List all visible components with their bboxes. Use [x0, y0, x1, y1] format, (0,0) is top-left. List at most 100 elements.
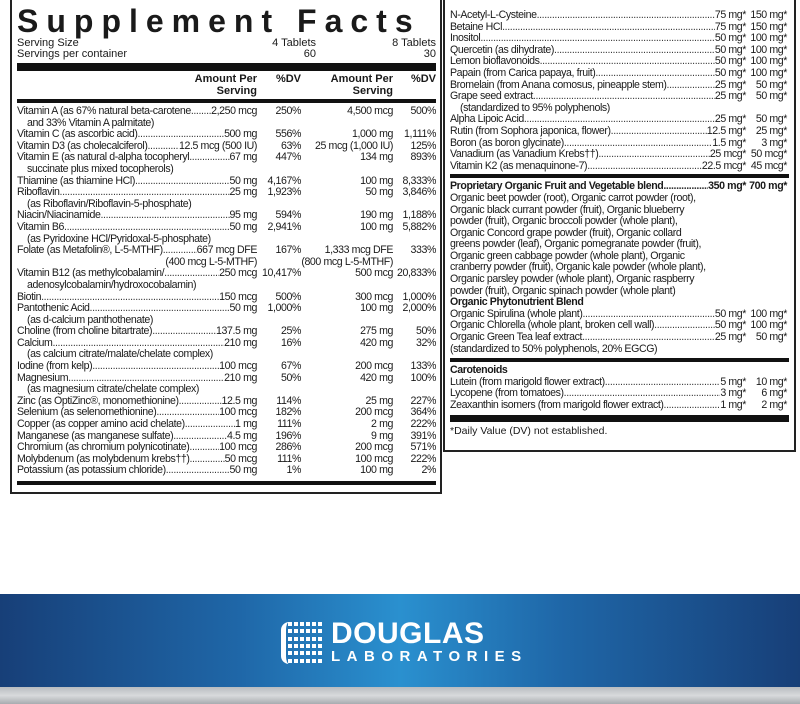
phyto-list: Organic Spirulina (whole plant)50 mg*100…	[450, 308, 789, 355]
ingredient-name: Zeaxanthin isomers (from marigold flower…	[450, 399, 664, 411]
nutrient-row: Niacin/Niacinamide 95 mg 594% 190 mg 1,188%	[17, 210, 436, 222]
amount-2: 100 mg	[360, 302, 393, 315]
nutrient-name: Vitamin B6	[17, 220, 65, 233]
amount-2: 100 mg	[360, 174, 393, 187]
dot-leader	[554, 45, 715, 57]
nutrient-name: Potassium (as potassium chloride)	[17, 464, 166, 477]
nutrient-name: Calcium	[17, 336, 53, 349]
dv-1: 67%	[280, 360, 301, 373]
nutrient-name: Vitamin E (as natural d-alpha tocopheryl	[17, 151, 190, 164]
dot-leader	[587, 161, 702, 173]
divider-thick	[450, 414, 789, 422]
ingredient-name-cell: Inositol 50 mg*	[450, 33, 746, 45]
dv-2: 222%	[410, 452, 437, 465]
douglas-laboratories-logo: DOUGLAS LABORATORIES	[281, 617, 528, 666]
amount-2: 100 mg	[360, 464, 393, 477]
blend-ingredient-line: Organic black currant powder (fruit), Or…	[450, 203, 685, 216]
nutrient-name-cell: Molybdenum (as molybdenum krebs††) 50 mcg	[17, 453, 257, 466]
ingredient-name: Vanadium (as Vanadium Krebs††)	[450, 148, 599, 161]
dot-leader	[179, 396, 222, 408]
nutrient-row: Choline (from choline bitartrate) 137.5 m…	[17, 326, 436, 338]
nutrient-name-cell: Folate (as Metafolin®, L-5-MTHF) 667 mcg …	[17, 245, 257, 257]
divider	[450, 174, 789, 179]
dot-leader	[135, 176, 230, 188]
ingredient-name-cell: Lutein (from marigold flower extract) 5 m…	[450, 376, 746, 389]
dv-2: 3,846%	[402, 186, 436, 199]
amount-2: 200 mcg	[355, 360, 393, 373]
amount-2: 100 mg*	[750, 66, 787, 79]
carotenoids-list: Lutein (from marigold flower extract) 5 m…	[450, 376, 789, 412]
blend-ingredients: Organic beet powder (root), Organic carr…	[450, 192, 789, 297]
nutrient-name: Vitamin B12 (as methylcobalamin/	[17, 267, 165, 280]
amount-2: 50 mcg*	[750, 148, 787, 161]
ingredient-name: Papain (from Carica papaya, fruit)	[450, 66, 596, 79]
ingredient-row: Organic Spirulina (whole plant) 50 mg*100…	[450, 308, 789, 321]
dv-2: 222%	[410, 418, 437, 431]
blend-amount-1: 350 mg*	[708, 180, 746, 193]
dv-2: 8,333%	[402, 174, 436, 187]
nutrient-name: Selenium (as selenomethionine)	[17, 406, 157, 419]
blend-row: Proprietary Organic Fruit and Vegetable …	[450, 181, 789, 193]
ingredient-name-cell: Zeaxanthin isomers (from marigold flower…	[450, 399, 746, 412]
dv-2: 100%	[410, 371, 437, 384]
amount-1: 100 mcg	[219, 441, 257, 454]
amount-2: 1,000 mg	[352, 128, 393, 141]
amount-2: 9 mg	[371, 429, 393, 442]
amount-1: 4.5 mg	[227, 429, 257, 442]
ingredient-name-cell: Alpha Lipoic Acid 25 mg*	[450, 114, 746, 126]
nutrient-name: Vitamin D3 (as cholecalciferol)	[17, 139, 148, 152]
header-amount-2: Amount Per Serving	[330, 73, 393, 97]
ingredient-note: (standardized to 50% polyphenols, 20% EG…	[450, 342, 658, 355]
nutrient-source: and 33% Vitamin A palmitate)	[27, 116, 154, 129]
dv-2: 571%	[410, 441, 437, 454]
header-dv-1: %DV	[275, 73, 301, 85]
dot-leader	[185, 419, 235, 431]
ingredient-row: Rutin (from Sophora japonica, flower) 12.…	[450, 125, 789, 138]
dv-1: 111%	[277, 452, 301, 465]
ingredient-row: Lutein (from marigold flower extract) 5 m…	[450, 376, 789, 389]
ingredient-name: N-Acetyl-L-Cysteine	[450, 9, 537, 21]
amount-2: 100 mcg	[355, 452, 393, 465]
nutrient-name-cell: Potassium (as potassium chloride) 50 mg	[17, 465, 257, 477]
nutrient-name-cell: Niacin/Niacinamide 95 mg	[17, 210, 257, 222]
ingredient-name-cell: Lemon bioflavonoids 50 mg*	[450, 56, 746, 68]
dot-leader	[533, 91, 715, 103]
amount-2: 3 mg*	[761, 136, 787, 149]
nutrient-row: Molybdenum (as molybdenum krebs††) 50 mcg…	[17, 452, 437, 466]
ingredient-name-cell: Organic Green Tea leaf extract 25 mg*	[450, 331, 746, 344]
dot-leader	[664, 400, 721, 412]
phyto-title: Organic Phytonutrient Blend	[450, 296, 584, 309]
dot-leader	[64, 222, 230, 234]
nutrient-sub-row: succinate plus mixed tocopherols)	[17, 163, 436, 176]
nutrient-row: Folate (as Metafolin®, L-5-MTHF) 667 mcg …	[17, 245, 436, 257]
column-headers: Amount Per Serving %DV Amount Per Servin…	[17, 73, 436, 97]
dv-2: 1,111%	[404, 128, 436, 141]
dot-leader	[598, 149, 710, 161]
dv-1: 594%	[275, 209, 302, 222]
amount-1: 50 mg*	[714, 66, 747, 79]
supplement-facts-main-panel: Supplement Facts Serving Size 4 Tablets …	[10, 0, 442, 494]
serving-info: Serving Size 4 Tablets 8 Tablets Serving…	[17, 38, 436, 60]
nutrient-row: Calcium 210 mg 16% 420 mg 32%	[17, 336, 436, 350]
ingredient-name: Grape seed extract	[450, 90, 533, 103]
nutrient-name: Folate (as Metafolin®, L-5-MTHF)	[17, 244, 163, 257]
ingredient-name: Organic Chlorella (whole plant, broken c…	[450, 319, 655, 332]
dv-2: 364%	[410, 406, 437, 419]
dv-1: 111%	[277, 418, 301, 431]
blend-ingredient-line: cranberry powder (fruit), Organic kale p…	[450, 261, 706, 274]
dot-leader	[60, 187, 230, 199]
amount-2: 100 mg*	[750, 55, 787, 68]
nutrient-sub-row: (400 mcg L-5-MTHF) (800 mcg L-5-MTHF)	[17, 256, 436, 269]
ingredient-name: Alpha Lipoic Acid	[450, 113, 524, 126]
divider-thick	[17, 63, 436, 71]
dv-2: 391%	[410, 429, 437, 442]
amount-1: 50 mg	[229, 464, 258, 477]
nutrient-row: Vitamin C (as ascorbic acid) 500 mg 556% 1,…	[17, 129, 436, 141]
dot-leader	[605, 377, 721, 389]
blend-amount-2: 700 mg*	[749, 180, 787, 193]
amount-2: 300 mcg	[355, 290, 393, 303]
ingredient-name: Quercetin (as dihydrate)	[450, 43, 555, 56]
nutrient-name: Vitamin A (as 67% natural beta-carotene	[17, 105, 191, 117]
brand-name: DOUGLAS	[331, 617, 485, 650]
ingredient-row: Boron (as boron glycinate) 1.5 mg* 3 mg*	[450, 136, 789, 150]
